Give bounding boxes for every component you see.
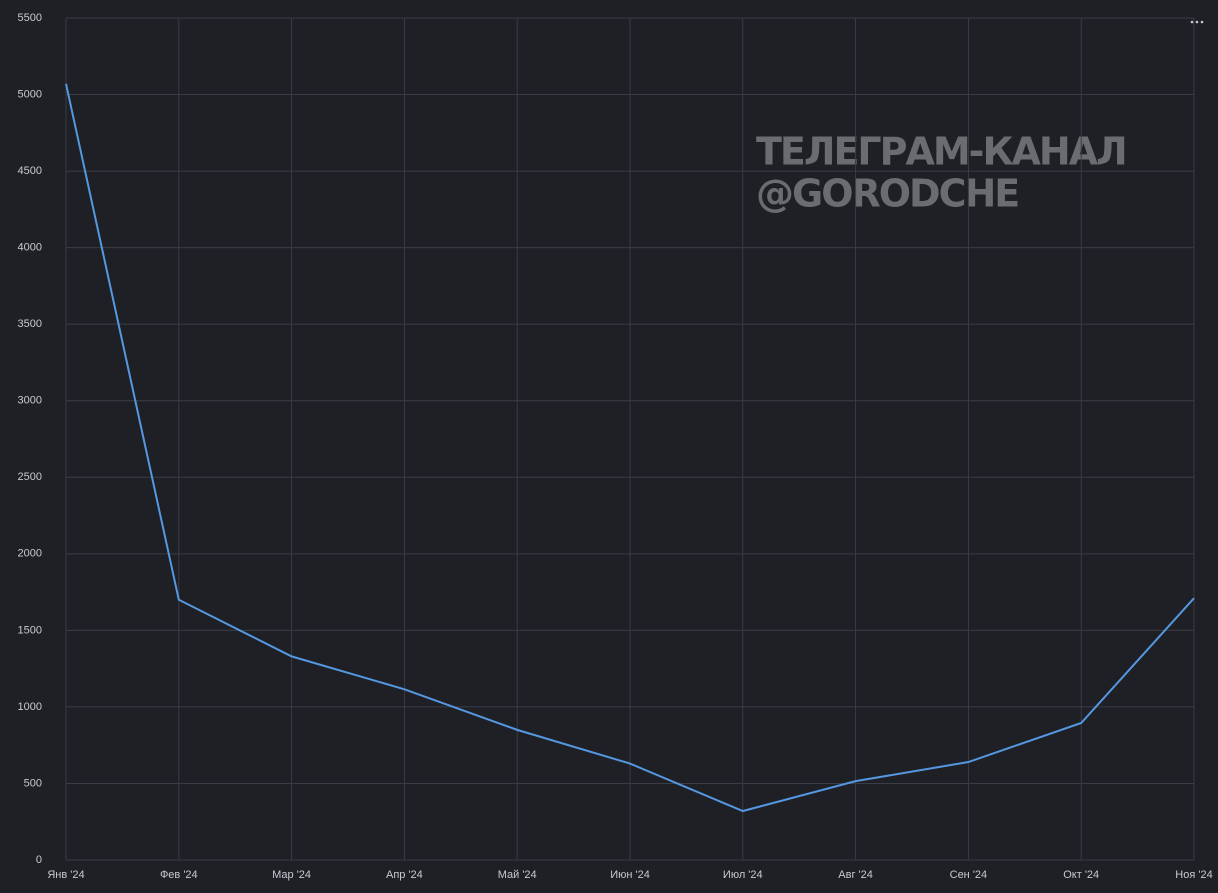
x-tick-label: Мар '24 — [272, 869, 311, 881]
x-tick-label: Ноя '24 — [1175, 869, 1212, 881]
y-tick-label: 500 — [24, 777, 42, 789]
y-tick-label: 5000 — [18, 88, 42, 100]
y-tick-label: 4000 — [18, 242, 42, 254]
y-tick-label: 1500 — [18, 624, 42, 636]
y-tick-label: 4500 — [18, 165, 42, 177]
y-tick-label: 0 — [36, 854, 42, 866]
x-tick-label: Авг '24 — [838, 869, 873, 881]
x-tick-label: Май '24 — [498, 869, 537, 881]
y-tick-label: 3000 — [18, 395, 42, 407]
y-tick-label: 3500 — [18, 318, 42, 330]
x-tick-label: Июл '24 — [723, 869, 763, 881]
x-tick-label: Апр '24 — [386, 869, 423, 881]
x-tick-label: Янв '24 — [47, 869, 84, 881]
x-tick-label: Июн '24 — [610, 869, 650, 881]
x-tick-label: Сен '24 — [950, 869, 988, 881]
x-tick-label: Окт '24 — [1063, 869, 1099, 881]
watermark: ТЕЛЕГРАМ-КАНАЛ — [756, 130, 1126, 174]
x-tick-label: Фев '24 — [160, 869, 198, 881]
y-tick-label: 1000 — [18, 701, 42, 713]
line — [65, 83, 1195, 813]
y-tick-label: 2500 — [18, 471, 42, 483]
watermark: @GORODCHE — [756, 172, 1018, 216]
menu-icon[interactable] — [1190, 20, 1204, 24]
y-tick-label: 2000 — [18, 548, 42, 560]
y-tick-label: 5500 — [18, 12, 42, 24]
